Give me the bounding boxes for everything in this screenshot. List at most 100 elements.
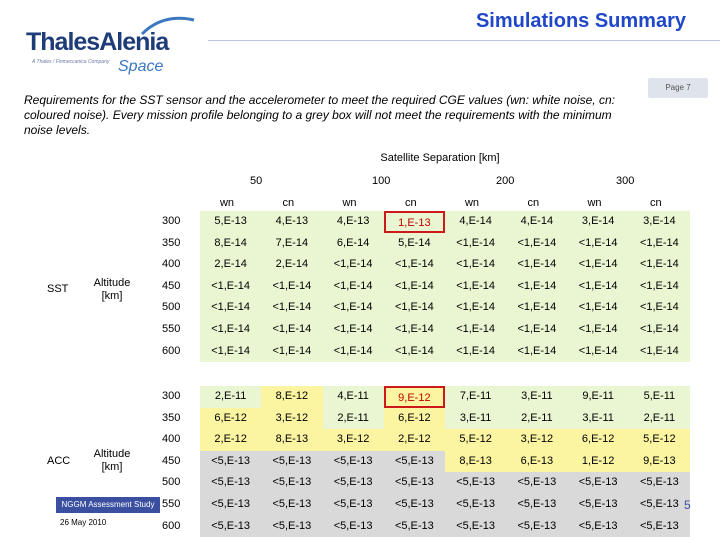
logo-space-word: Space: [118, 58, 164, 75]
table-cell: <1,E-14: [261, 340, 323, 363]
table-cell: <1,E-14: [628, 275, 690, 298]
separation-100: 100: [372, 175, 391, 187]
table-cell: <5,E-13: [506, 494, 568, 516]
table-cell: <1,E-14: [261, 275, 323, 298]
table-cell: 3,E-14: [628, 211, 690, 233]
altitude-value: 450: [162, 450, 192, 473]
table-cell: <5,E-13: [445, 494, 507, 516]
table-cell: <1,E-14: [628, 340, 690, 363]
company-logo: ThalesAlenia A Thales / Finmeccanica Com…: [22, 14, 197, 75]
table-cell: <1,E-14: [445, 340, 507, 363]
table-cell: <1,E-14: [200, 340, 262, 363]
table-row: 400 2,E-12 8,E-13 3,E-12 2,E-12 5,E-12 3,E-12 6…: [162, 429, 690, 451]
table-cell: 8,E-13: [445, 450, 507, 473]
table-cell: 7,E-14: [261, 232, 323, 255]
altitude-value: 400: [162, 429, 192, 451]
logo-wordmark: ThalesAlenia: [26, 28, 169, 56]
table-cell: <1,E-14: [445, 319, 507, 341]
table-cell: 4,E-13: [261, 211, 323, 233]
table-cell: 4,E-11: [322, 386, 384, 408]
table-cell: 6,E-12: [200, 407, 262, 430]
table-cell: 3,E-11: [445, 407, 507, 430]
page-number-tab: Page 7: [648, 78, 708, 98]
table-cell: <1,E-14: [383, 275, 445, 298]
table-cell: 5,E-12: [628, 429, 690, 451]
altitude-value: 600: [162, 340, 192, 363]
table-cell: 3,E-14: [567, 211, 629, 233]
table-cell: <5,E-13: [261, 515, 323, 538]
table-row: 600 <1,E-14 <1,E-14 <1,E-14 <1,E-14 <1,E-14 <1…: [162, 340, 690, 363]
table-row: 450 <5,E-13 <5,E-13 <5,E-13 <5,E-13 8,E-13 6,E…: [162, 450, 690, 473]
table-cell: 3,E-12: [261, 407, 323, 430]
table-cell: <5,E-13: [383, 515, 445, 538]
table-cell: <1,E-14: [322, 254, 384, 276]
table-cell: <5,E-13: [322, 472, 384, 494]
table-cell: <1,E-14: [506, 319, 568, 341]
table-cell: <5,E-13: [200, 494, 262, 516]
table-cell: <5,E-13: [567, 494, 629, 516]
table-cell: <5,E-13: [322, 515, 384, 538]
altitude-value: 500: [162, 297, 192, 319]
table-cell: 2,E-11: [322, 407, 384, 430]
column-header: cn: [404, 197, 417, 209]
separation-300: 300: [616, 175, 635, 187]
table-cell: <1,E-14: [200, 275, 262, 298]
table-cell: <5,E-13: [322, 494, 384, 516]
table-cell: 2,E-14: [261, 254, 323, 276]
table-cell: 2,E-11: [628, 407, 690, 430]
table-cell: <5,E-13: [567, 515, 629, 538]
table-cell: <1,E-14: [200, 319, 262, 341]
edge-glyph: 5: [684, 498, 691, 512]
table-cell: <5,E-13: [383, 450, 445, 473]
table-cell: 6,E-12: [567, 429, 629, 451]
table-cell: 8,E-14: [200, 232, 262, 255]
table-cell: 3,E-12: [322, 429, 384, 451]
table-cell: <5,E-13: [383, 494, 445, 516]
table-cell: 5,E-11: [628, 386, 690, 408]
column-header: wn: [587, 197, 602, 209]
table-cell: <1,E-14: [506, 340, 568, 363]
altitude-value: 500: [162, 472, 192, 494]
table-cell: <5,E-13: [506, 515, 568, 538]
table-cell: 8,E-13: [261, 429, 323, 451]
table-cell: <1,E-14: [445, 232, 507, 255]
altitude-value: 300: [162, 386, 192, 408]
table-cell: <1,E-14: [567, 232, 629, 255]
column-header: cn: [527, 197, 540, 209]
table-cell: <5,E-13: [261, 494, 323, 516]
table-cell: 9,E-13: [628, 450, 690, 473]
table-row: 500 <5,E-13 <5,E-13 <5,E-13 <5,E-13 <5,E-13 <5…: [162, 472, 690, 494]
table-cell: <5,E-13: [261, 472, 323, 494]
table-cell: 1,E-12: [567, 450, 629, 473]
column-header: cn: [282, 197, 295, 209]
table-cell: 7,E-11: [445, 386, 507, 408]
altitude-value: 450: [162, 275, 192, 298]
table-cell: <1,E-14: [261, 297, 323, 319]
table-cell: 2,E-11: [200, 386, 262, 408]
separation-200: 200: [496, 175, 515, 187]
table-cell: <1,E-14: [506, 297, 568, 319]
table-cell: <1,E-14: [445, 297, 507, 319]
table-cell: 4,E-14: [445, 211, 507, 233]
table-cell: <5,E-13: [200, 450, 262, 473]
table-cell: <1,E-14: [322, 340, 384, 363]
table-cell: <1,E-14: [383, 297, 445, 319]
table-cell: <1,E-14: [567, 319, 629, 341]
table-row: 450 <1,E-14 <1,E-14 <1,E-14 <1,E-14 <1,E-14 <1…: [162, 275, 690, 298]
page-title: Simulations Summary: [475, 10, 686, 32]
table-cell: 4,E-13: [322, 211, 384, 233]
table-cell: <1,E-14: [322, 297, 384, 319]
table-cell: <1,E-14: [567, 340, 629, 363]
table-row: 300 2,E-11 8,E-12 4,E-11 9,E-12 7,E-11 3,E-11 9…: [162, 386, 690, 408]
table-cell: 3,E-11: [567, 407, 629, 430]
column-header: wn: [219, 197, 235, 209]
table-cell: 2,E-12: [383, 429, 445, 451]
table-row: 350 8,E-14 7,E-14 6,E-14 5,E-14 <1,E-14 <1,E-1…: [162, 232, 690, 255]
table-row: 500 <1,E-14 <1,E-14 <1,E-14 <1,E-14 <1,E-14 <1…: [162, 297, 690, 319]
column-header: cn: [649, 197, 662, 209]
table-cell: 5,E-14: [383, 232, 445, 255]
logo-swoosh-icon: [140, 16, 195, 36]
param-label-sst: Altitude [km]: [93, 277, 131, 302]
table-cell: <5,E-13: [567, 472, 629, 494]
table-cell: <1,E-14: [506, 275, 568, 298]
